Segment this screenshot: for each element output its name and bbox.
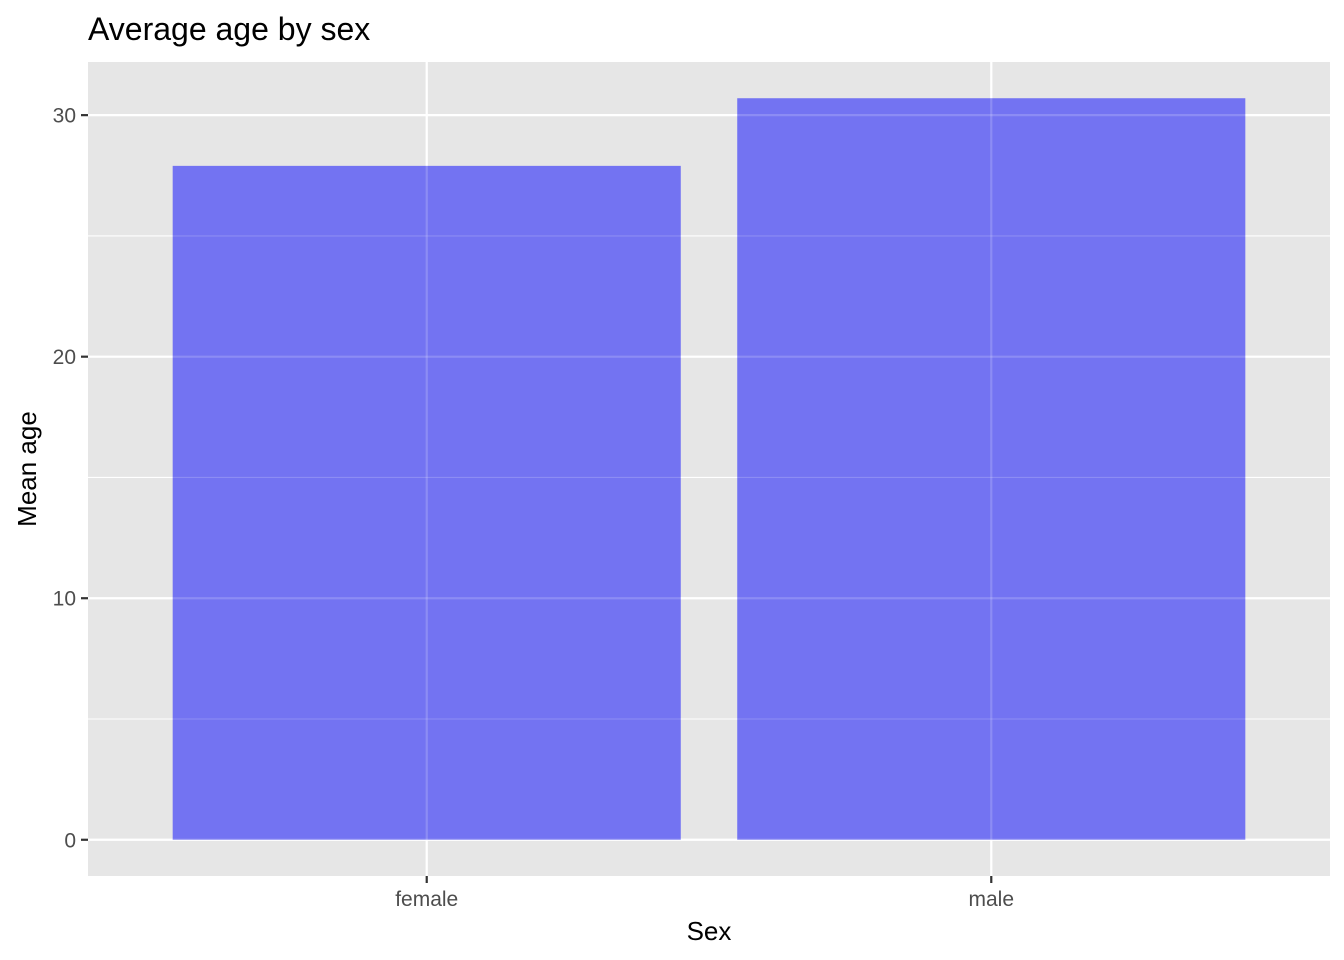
y-axis: 0 10 20 30 bbox=[53, 105, 88, 852]
bar-female bbox=[172, 165, 681, 840]
y-tick-label: 30 bbox=[53, 105, 76, 128]
x-tick-label: male bbox=[969, 888, 1015, 911]
x-tick-label: female bbox=[395, 888, 458, 911]
y-tick-label: 20 bbox=[53, 346, 76, 369]
bars bbox=[172, 98, 1246, 840]
y-tick-label: 0 bbox=[64, 829, 76, 852]
x-axis: female male bbox=[395, 876, 1014, 911]
chart-title: Average age by sex bbox=[88, 11, 370, 47]
x-axis-title: Sex bbox=[687, 916, 732, 946]
y-axis-title: Mean age bbox=[12, 411, 42, 527]
y-tick-label: 10 bbox=[53, 588, 76, 611]
bar-male bbox=[737, 98, 1246, 840]
grid-overlay bbox=[88, 62, 1330, 876]
